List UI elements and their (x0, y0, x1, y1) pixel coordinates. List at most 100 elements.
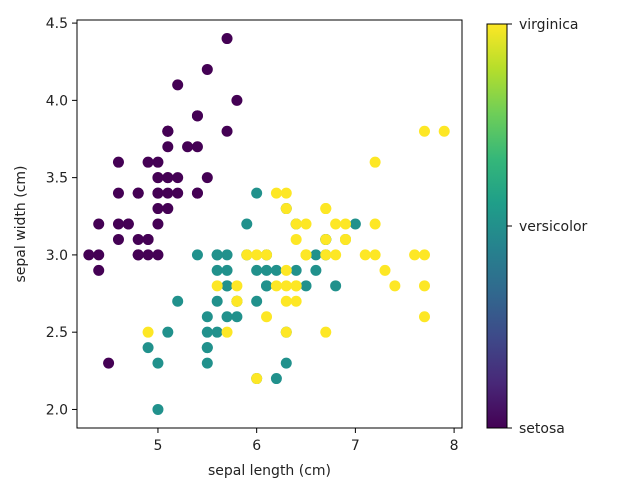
scatter-point-setosa (221, 125, 233, 137)
scatter-point-setosa (172, 187, 184, 199)
colorbar: setosa versicolor virginica (486, 17, 588, 437)
scatter-point-virginica (261, 311, 273, 323)
scatter-point-virginica (438, 125, 450, 137)
scatter-point-virginica (261, 249, 273, 261)
x-axis-label: sepal length (cm) (208, 463, 331, 479)
scatter-point-versicolor (211, 249, 223, 261)
scatter-point-setosa (172, 172, 184, 184)
scatter-point-virginica (231, 295, 243, 307)
scatter-point-virginica (280, 326, 292, 338)
scatter-point-versicolor (162, 326, 174, 338)
scatter-point-setosa (142, 233, 154, 245)
scatter-point-versicolor (251, 295, 263, 307)
scatter-point-setosa (142, 156, 154, 168)
scatter-point-setosa (112, 218, 124, 230)
scatter-point-versicolor (270, 373, 282, 385)
scatter-point-setosa (112, 156, 124, 168)
scatter-point-versicolor (152, 403, 164, 415)
scatter-point-virginica (142, 326, 154, 338)
y-tick-label: 4.0 (46, 93, 68, 109)
x-tick-label: 7 (351, 438, 360, 454)
scatter-point-virginica (280, 264, 292, 276)
scatter-point-virginica (369, 249, 381, 261)
y-tick-label: 3.5 (46, 171, 68, 187)
scatter-point-virginica (418, 311, 430, 323)
scatter-point-virginica (290, 233, 302, 245)
scatter-point-versicolor (241, 218, 253, 230)
plot-area: 5 6 7 8 2.0 2.5 3.0 3.5 4.0 4.5 sepal length (cm… (13, 16, 463, 479)
scatter-point-virginica (290, 295, 302, 307)
scatter-point-versicolor (280, 357, 292, 369)
y-tick-label: 2.5 (46, 325, 68, 341)
scatter-point-virginica (251, 249, 263, 261)
scatter-point-setosa (152, 203, 164, 215)
x-tick-label: 8 (450, 438, 459, 454)
scatter-point-virginica (290, 280, 302, 292)
data-points (83, 33, 450, 415)
x-tick-label: 6 (252, 438, 261, 454)
scatter-point-virginica (320, 233, 332, 245)
scatter-point-versicolor (261, 264, 273, 276)
scatter-point-setosa (112, 233, 124, 245)
scatter-point-setosa (162, 172, 174, 184)
scatter-point-virginica (211, 280, 223, 292)
x-axis-ticks: 5 6 7 8 (153, 428, 459, 454)
scatter-point-versicolor (221, 264, 233, 276)
scatter-point-versicolor (261, 280, 273, 292)
scatter-point-virginica (320, 326, 332, 338)
scatter-point-virginica (418, 280, 430, 292)
scatter-point-setosa (231, 94, 243, 106)
scatter-point-virginica (389, 280, 401, 292)
scatter-point-virginica (340, 233, 352, 245)
scatter-point-versicolor (211, 264, 223, 276)
scatter-point-setosa (162, 141, 174, 153)
scatter-point-virginica (280, 295, 292, 307)
scatter-point-virginica (320, 203, 332, 215)
scatter-point-versicolor (310, 249, 322, 261)
scatter-point-versicolor (201, 326, 213, 338)
scatter-point-versicolor (172, 295, 184, 307)
scatter-point-versicolor (221, 249, 233, 261)
scatter-point-setosa (172, 79, 184, 91)
scatter-point-virginica (330, 249, 342, 261)
scatter-point-versicolor (349, 218, 361, 230)
scatter-point-setosa (162, 187, 174, 199)
scatter-point-versicolor (152, 357, 164, 369)
scatter-point-virginica (340, 218, 352, 230)
scatter-point-versicolor (310, 264, 322, 276)
scatter-point-setosa (221, 33, 233, 45)
scatter-point-versicolor (231, 311, 243, 323)
scatter-point-virginica (280, 203, 292, 215)
colorbar-tick-label-setosa: setosa (519, 421, 565, 437)
scatter-point-setosa (162, 203, 174, 215)
scatter-point-virginica (359, 249, 371, 261)
scatter-point-virginica (379, 264, 391, 276)
axes-background (77, 20, 462, 428)
scatter-point-versicolor (221, 280, 233, 292)
scatter-point-versicolor (201, 357, 213, 369)
scatter-point-virginica (300, 249, 312, 261)
scatter-point-virginica (369, 156, 381, 168)
scatter-point-setosa (83, 249, 95, 261)
scatter-point-virginica (221, 326, 233, 338)
y-axis-ticks: 2.0 2.5 3.0 3.5 4.0 4.5 (46, 16, 77, 418)
scatter-point-setosa (162, 125, 174, 137)
axes-frame (76, 19, 463, 429)
scatter-point-virginica (231, 280, 243, 292)
scatter-point-setosa (112, 187, 124, 199)
scatter-point-virginica (330, 218, 342, 230)
scatter-point-virginica (251, 373, 263, 385)
y-axis-label: sepal width (cm) (13, 165, 29, 282)
scatter-point-setosa (132, 233, 144, 245)
scatter-point-versicolor (251, 264, 263, 276)
scatter-point-virginica (270, 187, 282, 199)
scatter-point-virginica (418, 125, 430, 137)
colorbar-gradient (487, 24, 507, 428)
scatter-point-virginica (290, 218, 302, 230)
scatter-point-setosa (201, 63, 213, 75)
scatter-point-setosa (152, 249, 164, 261)
scatter-point-setosa (152, 218, 164, 230)
scatter-point-virginica (320, 249, 332, 261)
scatter-point-versicolor (300, 280, 312, 292)
scatter-point-virginica (280, 280, 292, 292)
